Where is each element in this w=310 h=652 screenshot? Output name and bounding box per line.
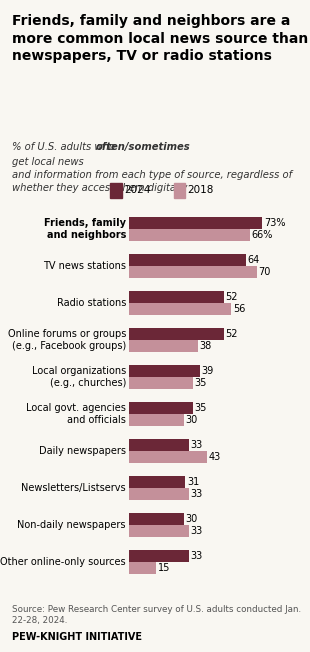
Text: Source: Pew Research Center survey of U.S. adults conducted Jan.
22-28, 2024.: Source: Pew Research Center survey of U.… [12, 605, 302, 625]
Text: Local organizations
(e.g., churches): Local organizations (e.g., churches) [32, 366, 126, 388]
Bar [129, 488, 189, 500]
Text: 33: 33 [191, 526, 203, 536]
Text: Online forums or groups
(e.g., Facebook groups): Online forums or groups (e.g., Facebook … [7, 329, 126, 351]
Text: 52: 52 [225, 292, 238, 302]
Text: Daily newspapers: Daily newspapers [39, 446, 126, 456]
Text: 35: 35 [194, 378, 206, 388]
Bar [129, 414, 184, 426]
Bar [129, 328, 224, 340]
Text: TV news stations: TV news stations [43, 261, 126, 271]
Text: Newsletters/Listservs: Newsletters/Listservs [21, 483, 126, 493]
Text: get local news
and information from each type of source, regardless of
whether t: get local news and information from each… [12, 157, 293, 193]
Text: Local govt. agencies
and officials: Local govt. agencies and officials [26, 404, 126, 425]
Text: 30: 30 [185, 415, 197, 425]
Bar [129, 513, 184, 526]
Text: 15: 15 [157, 563, 170, 573]
Text: 2024: 2024 [124, 185, 150, 196]
Text: 33: 33 [191, 489, 203, 499]
Bar [129, 477, 185, 488]
Text: 66%: 66% [251, 230, 272, 240]
Text: Friends, family
and neighbors: Friends, family and neighbors [44, 218, 126, 240]
Text: 33: 33 [191, 552, 203, 561]
Bar [129, 451, 207, 463]
Text: % of U.S. adults who: % of U.S. adults who [12, 142, 118, 152]
Bar [129, 340, 198, 352]
Text: 31: 31 [187, 477, 199, 487]
Text: often/sometimes: often/sometimes [95, 142, 190, 152]
Bar [129, 550, 189, 562]
Bar [129, 377, 193, 389]
Bar [129, 526, 189, 537]
Bar [129, 303, 231, 315]
Text: 33: 33 [191, 440, 203, 451]
Text: 70: 70 [258, 267, 271, 277]
Text: Other online-only sources: Other online-only sources [0, 557, 126, 567]
Text: 39: 39 [202, 366, 214, 376]
Text: 38: 38 [200, 341, 212, 351]
Bar [129, 291, 224, 303]
Bar [129, 254, 246, 266]
Bar [129, 266, 257, 278]
Text: 64: 64 [247, 255, 259, 265]
Bar [129, 229, 250, 241]
Text: Non-daily newspapers: Non-daily newspapers [17, 520, 126, 530]
Text: 52: 52 [225, 329, 238, 339]
Text: 73%: 73% [264, 218, 285, 228]
Text: 35: 35 [194, 403, 206, 413]
Bar [129, 217, 262, 229]
Text: 2018: 2018 [187, 185, 214, 196]
Text: 30: 30 [185, 514, 197, 524]
Bar [129, 365, 200, 377]
Bar [129, 402, 193, 414]
Text: Radio stations: Radio stations [56, 298, 126, 308]
Bar [129, 439, 189, 451]
Text: 43: 43 [209, 452, 221, 462]
Text: PEW-KNIGHT INITIATIVE: PEW-KNIGHT INITIATIVE [12, 632, 142, 642]
Bar [129, 562, 156, 574]
Text: Friends, family and neighbors are a
more common local news source than
newspaper: Friends, family and neighbors are a more… [12, 14, 309, 63]
Text: 56: 56 [233, 304, 245, 314]
